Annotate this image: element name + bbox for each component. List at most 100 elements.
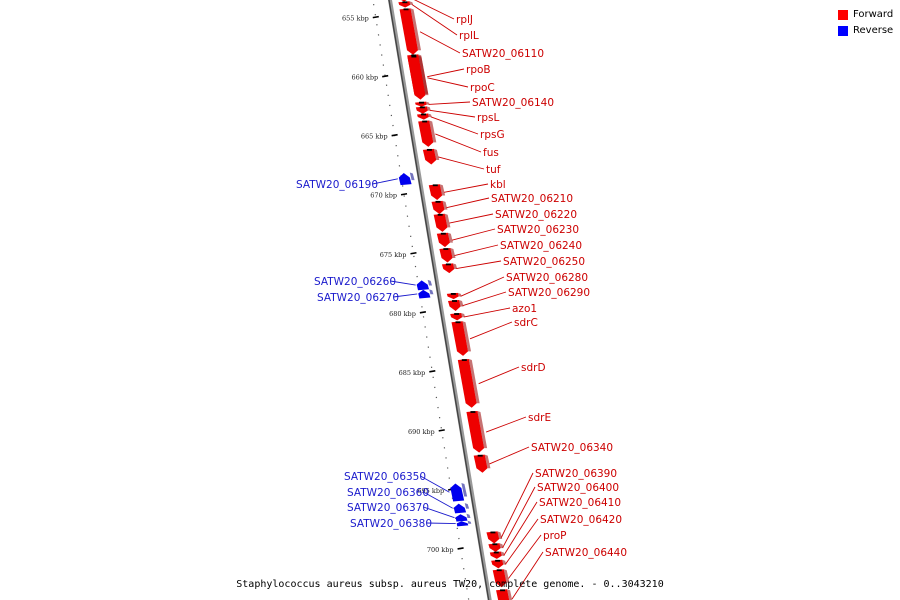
tick-mark	[382, 74, 389, 78]
gene-SATW20_06220	[433, 213, 451, 232]
feature-label: fus	[483, 147, 499, 159]
feature-label: SATW20_06210	[491, 193, 573, 205]
gene-fus	[418, 120, 437, 147]
feature-leader	[451, 228, 496, 241]
feature-label: SATW20_06220	[495, 209, 577, 221]
feature-label: SATW20_06380	[350, 518, 432, 530]
feature-leader	[420, 475, 450, 493]
gene-arrow-side	[467, 520, 472, 524]
legend-item-forward: Forward	[838, 9, 893, 20]
feature-leader	[478, 366, 520, 385]
feature-label: SATW20_06140	[472, 97, 554, 109]
gene-tuf	[422, 148, 440, 165]
feature-label: SATW20_06370	[347, 502, 429, 514]
feature-leader	[428, 101, 471, 105]
tick-mark	[457, 547, 464, 550]
gene-arrow	[457, 359, 477, 408]
feature-label: rpoC	[470, 82, 495, 94]
gene-arrow-side	[461, 312, 466, 318]
feature-label: tuf	[486, 164, 501, 176]
gene-arrow	[455, 514, 468, 522]
feature-label: SATW20_06400	[537, 482, 619, 494]
feature-label: SATW20_06410	[539, 497, 621, 509]
gene-SATW20_06340	[473, 454, 491, 473]
feature-leader	[419, 31, 461, 54]
feature-leader	[449, 213, 494, 224]
legend-swatch	[838, 9, 848, 20]
gene-arrow	[466, 410, 485, 453]
gene-sdrD	[457, 359, 480, 408]
gene-arrow-side	[503, 569, 510, 583]
gene-arrow-side	[439, 184, 446, 196]
gene-arrow-side	[507, 589, 513, 600]
feature-leader	[413, 0, 455, 20]
feature-label: rplL	[459, 30, 479, 42]
gene-arrow	[416, 280, 430, 291]
feature-label: SATW20_06240	[500, 240, 582, 252]
gene-arrow	[401, 0, 407, 2]
gene-arrow	[453, 503, 467, 514]
gene-proP	[492, 569, 510, 588]
feature-label: SATW20_06340	[531, 442, 613, 454]
feature-label: SATW20_06270	[317, 292, 399, 304]
feature-label: SATW20_06420	[540, 514, 622, 526]
gene-arrow-side	[442, 200, 448, 210]
gene-arrow	[441, 263, 455, 274]
feature-leader	[511, 551, 544, 600]
gene-arrow	[407, 55, 426, 100]
gene-arrow-side	[426, 101, 430, 105]
gene-arrow-side	[484, 454, 491, 469]
gene-SATW20_06210	[431, 200, 448, 215]
gene-arrow-side	[457, 292, 462, 297]
tick-mark	[419, 311, 427, 314]
feature-leader	[462, 291, 507, 307]
feature-label: SATW20_06230	[497, 224, 579, 236]
feature-leader	[411, 4, 458, 36]
feature-label: SATW20_06440	[545, 547, 627, 559]
feature-leader	[489, 446, 530, 465]
gene-SATW20_06230	[436, 232, 453, 248]
feature-leader	[390, 280, 416, 286]
gene-arrow	[399, 8, 419, 55]
gene-arrow-side	[429, 120, 437, 143]
tick-label: 670 kbp	[370, 192, 397, 200]
gene-arrow-side	[444, 213, 451, 228]
feature-leader	[435, 133, 482, 153]
gene-rpoC	[407, 55, 429, 100]
feature-label: rpsG	[480, 129, 505, 141]
gene-arrow	[486, 531, 500, 544]
gene-arrow-side	[426, 106, 431, 111]
gene-arrow-side	[452, 263, 458, 269]
feature-label: SATW20_06350	[344, 471, 426, 483]
gene-arrow	[492, 569, 507, 588]
tick-label: 665 kbp	[361, 133, 388, 141]
feature-leader	[485, 416, 527, 433]
gene-SATW20_06290	[448, 300, 464, 311]
gene-arrow-side	[409, 172, 415, 181]
gene-arrow-side	[462, 321, 472, 352]
feature-label: SATW20_06390	[535, 468, 617, 480]
tick-label: 690 kbp	[408, 428, 435, 436]
gene-SATW20_06260	[416, 279, 433, 291]
gene-arrow	[431, 200, 445, 215]
feature-label: SATW20_06360	[347, 487, 429, 499]
feature-leader	[464, 307, 511, 318]
feature-label: SATW20_06190	[296, 179, 378, 191]
feature-leader	[469, 321, 513, 340]
gene-arrow-side	[427, 279, 433, 286]
genome-axis	[387, 0, 492, 600]
feature-label: azo1	[512, 303, 537, 315]
gene-arrow-side	[459, 300, 464, 307]
gene-arrow	[422, 148, 437, 165]
feature-leader	[393, 293, 418, 298]
gene-arrow	[491, 559, 504, 569]
feature-leader	[460, 276, 505, 297]
gene-arrow-side	[429, 289, 434, 295]
gene-arrow-side	[410, 8, 422, 51]
tick-label: 675 kbp	[380, 251, 407, 259]
feature-label: proP	[543, 530, 567, 542]
tick-mark	[410, 251, 417, 255]
tick-mark	[400, 192, 408, 196]
gene-arrow-side	[502, 559, 507, 565]
